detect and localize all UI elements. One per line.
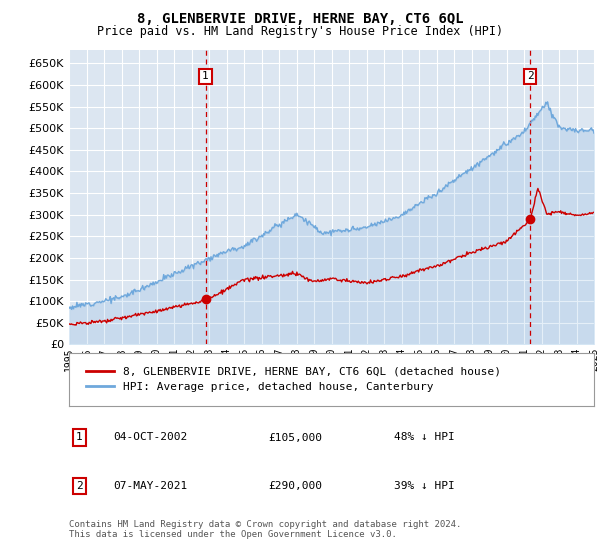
Text: 07-MAY-2021: 07-MAY-2021 — [113, 481, 188, 491]
Text: 2: 2 — [527, 71, 533, 81]
Text: 48% ↓ HPI: 48% ↓ HPI — [395, 432, 455, 442]
Text: Contains HM Land Registry data © Crown copyright and database right 2024.
This d: Contains HM Land Registry data © Crown c… — [69, 520, 461, 539]
Text: Price paid vs. HM Land Registry's House Price Index (HPI): Price paid vs. HM Land Registry's House … — [97, 25, 503, 38]
Text: 1: 1 — [202, 71, 209, 81]
Text: £290,000: £290,000 — [269, 481, 323, 491]
Text: 1: 1 — [76, 432, 83, 442]
Text: 39% ↓ HPI: 39% ↓ HPI — [395, 481, 455, 491]
Text: 8, GLENBERVIE DRIVE, HERNE BAY, CT6 6QL: 8, GLENBERVIE DRIVE, HERNE BAY, CT6 6QL — [137, 12, 463, 26]
Legend: 8, GLENBERVIE DRIVE, HERNE BAY, CT6 6QL (detached house), HPI: Average price, de: 8, GLENBERVIE DRIVE, HERNE BAY, CT6 6QL … — [80, 360, 508, 399]
Text: £105,000: £105,000 — [269, 432, 323, 442]
Text: 04-OCT-2002: 04-OCT-2002 — [113, 432, 188, 442]
Text: 2: 2 — [76, 481, 83, 491]
